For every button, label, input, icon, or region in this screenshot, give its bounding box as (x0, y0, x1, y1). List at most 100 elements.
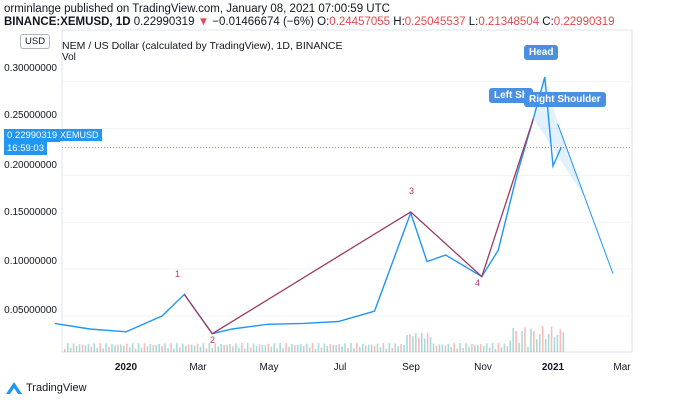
close-value: 0.22990319 (553, 16, 615, 28)
volume-bar (235, 343, 237, 352)
volume-bar (282, 348, 284, 352)
right-shoulder-label[interactable]: Right Shoulder (524, 92, 606, 107)
tradingview-logo-icon (6, 382, 22, 394)
volume-bar (406, 335, 408, 352)
volume-bar (184, 345, 187, 352)
volume-bar (152, 344, 155, 352)
left-shoulder-label[interactable]: Left Sh (489, 88, 533, 103)
volume-bar (494, 348, 497, 352)
volume-bar (182, 343, 184, 352)
volume-bar (415, 333, 417, 352)
volume-bar (397, 346, 399, 352)
volume-bar (64, 349, 66, 352)
volume-bar (223, 345, 225, 352)
currency-button[interactable]: USD (20, 34, 51, 49)
volume-bar (134, 348, 137, 352)
volume-bar (347, 348, 349, 352)
volume-bar (462, 348, 464, 352)
volume-bar (341, 346, 343, 352)
volume-bar (530, 328, 532, 352)
volume-bar (438, 344, 441, 352)
volume-bar (232, 346, 234, 352)
y-tick: 0.25000000 (4, 110, 57, 121)
volume-bar (161, 346, 163, 352)
volume-bar (382, 343, 385, 352)
volume-bar (87, 343, 90, 352)
volume-bar (252, 343, 255, 352)
volume-bar (332, 344, 335, 352)
high-value: 0.25045537 (404, 16, 466, 28)
volume-bar (541, 326, 544, 352)
volume-bar (229, 344, 231, 352)
volume-bar (533, 331, 535, 352)
volume-bar (93, 343, 96, 352)
volume-bar (350, 343, 352, 352)
volume-bar (515, 330, 517, 352)
point-label-4: 4 (475, 278, 481, 288)
volume-bar (294, 345, 296, 352)
volume-bar (400, 344, 402, 352)
x-tick: 2021 (541, 362, 565, 373)
volume-bar (500, 347, 503, 352)
volume-bar (444, 345, 447, 352)
volume-bar (441, 344, 444, 352)
volume-bar (128, 347, 131, 352)
volume-bar (84, 345, 87, 352)
point-label-3: 3 (409, 186, 415, 196)
volume-bar (329, 344, 332, 352)
volume-bar (465, 343, 467, 352)
volume-bar (429, 337, 432, 352)
volume-bar (173, 348, 175, 352)
volume-bar (450, 346, 453, 352)
high-label: H: (393, 16, 405, 28)
volume-bar (140, 347, 143, 352)
volume-bar (426, 333, 429, 352)
plot-frame (61, 29, 633, 353)
volume-bar (267, 343, 270, 352)
volume-bar (193, 345, 196, 352)
volume-bar (338, 343, 340, 352)
volume-bar (167, 347, 169, 352)
volume-bar (179, 347, 181, 352)
price-series-line (54, 76, 562, 335)
volume-bar (149, 344, 152, 352)
x-tick: 2020 (114, 362, 138, 373)
volume-bar (120, 344, 122, 352)
volume-bar (96, 348, 99, 352)
x-tick: Mar (613, 362, 631, 373)
volume-bar (491, 343, 494, 352)
volume-bar (249, 347, 252, 352)
tradingview-brand[interactable]: TradingView (6, 382, 87, 394)
volume-bar (518, 342, 520, 352)
volume-bar (385, 348, 388, 352)
volume-bar (146, 346, 149, 352)
volume-bar (435, 345, 438, 352)
volume-bar (373, 345, 376, 352)
volume-bar (320, 347, 323, 352)
head-label[interactable]: Head (524, 45, 559, 60)
brand-name: TradingView (26, 382, 87, 394)
volume-bar (258, 344, 261, 352)
volume-bar (509, 340, 512, 352)
price-tag: 0.22990319 (4, 129, 61, 142)
x-tick: Jul (333, 362, 347, 373)
y-tick: 0.15000000 (4, 207, 57, 218)
volume-bar (527, 346, 529, 352)
volume-bar (117, 344, 119, 352)
volume-bar (111, 343, 113, 352)
volume-bar (394, 343, 396, 352)
volume-bar (102, 348, 104, 352)
volume-bar (246, 343, 249, 352)
volume-bar (456, 348, 458, 352)
volume-bar (420, 333, 423, 352)
volume-bar (158, 343, 160, 352)
volume-bar (364, 345, 367, 352)
volume-bar (143, 343, 146, 352)
volume-bar (81, 344, 84, 352)
volume-bar (317, 343, 320, 352)
volume-bar (359, 346, 361, 352)
change-value: −0.01466674 (−6%) (212, 16, 314, 28)
volume-bar (503, 343, 506, 352)
volume-bar (361, 343, 364, 352)
